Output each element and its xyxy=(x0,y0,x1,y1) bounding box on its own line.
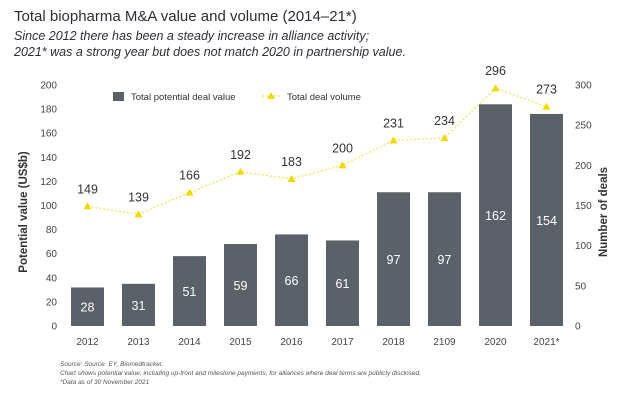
bar-value-label: 51 xyxy=(183,285,197,299)
y-tick-label: 120 xyxy=(40,177,57,188)
line-value-label: 139 xyxy=(128,190,149,204)
bar-value-label: 28 xyxy=(81,301,95,315)
line-value-label: 183 xyxy=(281,155,302,169)
y2-tick-label: 0 xyxy=(575,322,581,333)
legend-bar-swatch xyxy=(113,92,124,101)
y-tick-label: 200 xyxy=(40,81,57,92)
x-axis-labels: 2012 2013 2014 2015 2016 2017 2018 2109 2020 2021… xyxy=(76,337,559,348)
x-tick-label: 2021* xyxy=(533,337,559,348)
x-tick-label: 2016 xyxy=(280,337,303,348)
y-tick-label: 40 xyxy=(46,273,58,284)
deal-volume-marker xyxy=(83,202,92,210)
bar-2017 xyxy=(326,240,359,326)
y2-tick-label: 200 xyxy=(575,161,592,172)
line-value-label: 296 xyxy=(485,64,506,78)
y-tick-label: 80 xyxy=(46,225,58,236)
x-tick-label: 2017 xyxy=(331,337,354,348)
line-value-label: 234 xyxy=(434,114,455,128)
deal-volume-marker xyxy=(185,188,194,196)
legend-bar-label: Total potential deal value xyxy=(131,92,236,103)
y2-tick-label: 300 xyxy=(575,81,592,92)
bar-2021* xyxy=(530,113,563,326)
chart-title: Total biopharma M&A value and volume (20… xyxy=(14,8,357,25)
deal-volume-marker xyxy=(338,161,347,169)
bar-value-label: 66 xyxy=(285,274,299,288)
x-tick-label: 2012 xyxy=(76,337,99,348)
deal-volume-marker xyxy=(236,167,245,175)
bar-2014 xyxy=(173,256,206,326)
line-value-label: 166 xyxy=(179,169,200,183)
subtitle-line-2: 2021* was a strong year but does not mat… xyxy=(14,45,406,59)
line-value-label: 273 xyxy=(536,83,557,97)
y2-axis-label: Number of deals xyxy=(598,167,610,257)
line-value-labels: 149 139 166 192 183 200 231 234 296 273 xyxy=(77,64,557,204)
deal-volume-line xyxy=(87,87,547,215)
bar-2016 xyxy=(275,234,308,326)
bar-value-label: 31 xyxy=(132,299,146,313)
right-axis-ticks: 0 50 100 150 200 250 300 xyxy=(575,81,592,333)
deal-volume-marker xyxy=(287,174,296,182)
chart-subtitle: Since 2012 there has been a steady incre… xyxy=(14,28,614,60)
bar-value-label: 97 xyxy=(438,253,452,267)
legend-line-label: Total deal volume xyxy=(287,92,361,103)
y2-tick-label: 100 xyxy=(575,241,592,252)
x-tick-label: 2014 xyxy=(178,337,201,348)
y2-tick-label: 50 xyxy=(575,281,587,292)
y-tick-label: 180 xyxy=(40,105,57,116)
subtitle-line-1: Since 2012 there has been a steady incre… xyxy=(14,29,370,43)
x-tick-label: 2109 xyxy=(433,337,456,348)
deal-volume-marker xyxy=(542,102,551,110)
y-tick-label: 60 xyxy=(46,249,58,260)
y2-tick-label: 250 xyxy=(575,121,592,132)
bar-2013 xyxy=(122,283,155,326)
y-tick-label: 160 xyxy=(40,129,57,140)
deal-volume-marker xyxy=(389,136,398,144)
line-value-label: 231 xyxy=(383,116,404,130)
x-tick-label: 2020 xyxy=(484,337,507,348)
line-series xyxy=(83,84,551,218)
line-value-label: 149 xyxy=(77,182,98,196)
line-value-label: 200 xyxy=(332,141,353,155)
x-tick-label: 2018 xyxy=(382,337,405,348)
bar-2020 xyxy=(479,104,512,326)
asterisk-note: *Data as of 30 November 2021 xyxy=(60,379,150,386)
source-note: Source: Source: EY, Biomedtracker. xyxy=(60,361,164,368)
legend: Total potential deal value Total deal vo… xyxy=(113,92,361,103)
bar-2018 xyxy=(377,192,410,326)
y2-tick-label: 150 xyxy=(575,201,592,212)
y-tick-label: 140 xyxy=(40,153,57,164)
x-tick-label: 2013 xyxy=(127,337,150,348)
footnotes: Source: Source: EY, Biomedtracker. Chart… xyxy=(60,360,421,387)
bar-value-label: 59 xyxy=(234,279,248,293)
legend-line-marker xyxy=(267,92,275,99)
y-tick-label: 20 xyxy=(46,297,58,308)
deal-volume-marker xyxy=(491,84,500,92)
method-note: Chart shows potential value, including u… xyxy=(60,370,421,377)
bar-series xyxy=(71,104,563,326)
bar-value-label: 162 xyxy=(485,209,506,223)
line-value-label: 192 xyxy=(230,148,251,162)
bar-2012 xyxy=(71,287,104,326)
left-axis-ticks: 0 20 40 60 80 100 120 140 160 180 200 xyxy=(40,81,57,333)
deal-volume-marker xyxy=(440,134,449,142)
y-tick-label: 0 xyxy=(51,322,57,333)
bar-value-labels: 28 31 51 59 66 61 97 97 162 154 xyxy=(81,209,557,315)
x-tick-label: 2015 xyxy=(229,337,252,348)
bar-value-label: 154 xyxy=(536,214,557,228)
y-axis-label: Potential value (US$b) xyxy=(18,151,30,273)
bar-value-label: 61 xyxy=(336,277,350,291)
bar-2109 xyxy=(428,192,461,326)
bar-2015 xyxy=(224,244,257,326)
y-tick-label: 100 xyxy=(40,201,57,212)
deal-volume-marker xyxy=(134,210,143,218)
bar-value-label: 97 xyxy=(387,253,401,267)
